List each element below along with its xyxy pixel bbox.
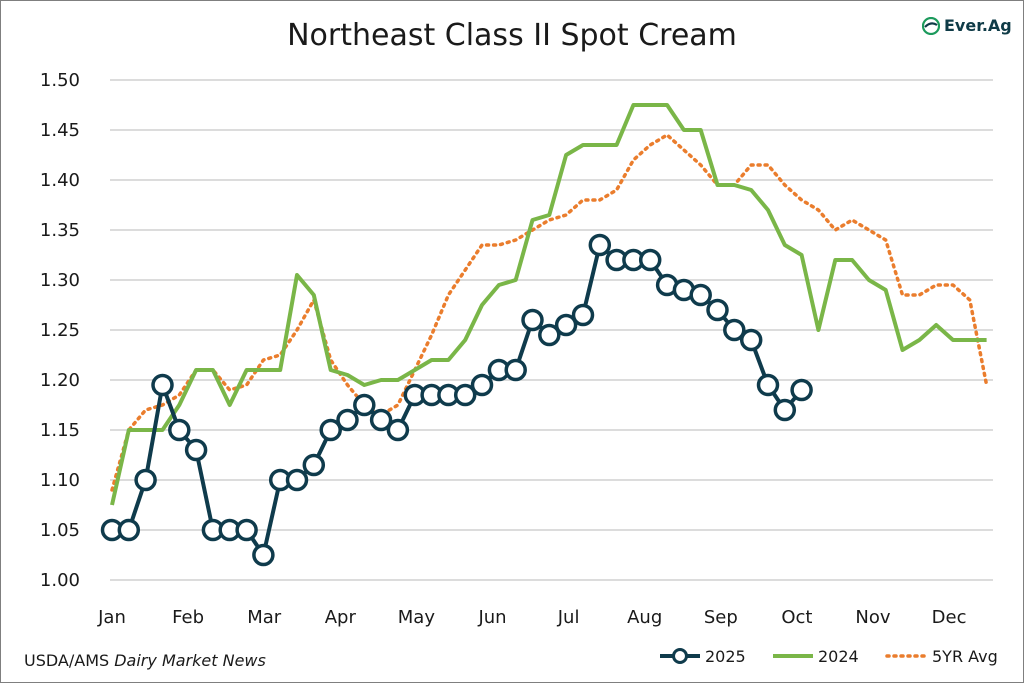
data-point-2025 [168, 418, 191, 442]
series-group [100, 103, 989, 567]
y-tick-label: 1.15 [40, 420, 80, 441]
data-point-2025 [504, 358, 527, 382]
x-tick-label: Aug [627, 607, 662, 628]
data-point-2025 [134, 468, 157, 492]
data-point-2025 [588, 233, 612, 257]
data-point-2025 [117, 518, 141, 542]
legend-2025-label: 2025 [705, 647, 746, 666]
data-point-2025 [723, 318, 746, 342]
x-tick-label: Oct [781, 607, 812, 628]
y-tick-label: 1.40 [40, 170, 80, 191]
data-point-2025 [386, 418, 410, 442]
x-tick-label: Apr [325, 607, 357, 628]
legend: 2025 2024 5YR Avg [660, 647, 998, 666]
data-point-2025 [453, 383, 477, 407]
data-point-2025 [538, 323, 561, 347]
data-point-2025 [689, 283, 712, 307]
data-point-2025 [252, 543, 275, 567]
y-tick-label: 1.50 [40, 70, 80, 91]
data-point-2025 [571, 303, 595, 327]
ever-ag-logo: Ever.Ag [922, 16, 1012, 35]
x-tick-label: Sep [704, 607, 738, 628]
source-prefix: USDA/AMS [24, 651, 115, 670]
data-point-2025 [739, 328, 763, 352]
y-tick-label: 1.00 [40, 570, 80, 591]
y-tick-label: 1.05 [40, 520, 80, 541]
data-point-2025 [369, 408, 393, 432]
data-point-2025 [470, 373, 494, 397]
data-point-2025 [235, 518, 258, 542]
data-point-2025 [773, 398, 797, 422]
x-tick-label: Jul [557, 607, 580, 628]
y-tick-label: 1.30 [40, 270, 80, 291]
source-publication: Dairy Market News [114, 651, 266, 670]
x-tick-label: Dec [932, 607, 967, 628]
y-tick-label: 1.10 [40, 470, 80, 491]
data-point-2025 [554, 313, 578, 337]
x-tick-label: Nov [855, 607, 890, 628]
data-point-2025 [285, 468, 309, 492]
series-line-2024 [110, 103, 987, 506]
x-tick-label: Mar [247, 607, 282, 628]
data-point-2025 [151, 373, 174, 397]
x-axis-ticks: Jan Feb Mar Apr May Jun Jul Aug Sep Oct Nov Dec [97, 607, 966, 628]
y-tick-label: 1.35 [40, 220, 80, 241]
ever-ag-logo-icon [922, 16, 940, 35]
source-note: USDA/AMS Dairy Market News [24, 651, 266, 670]
legend-5yr-label: 5YR Avg [932, 647, 998, 666]
chart-title: Northeast Class II Spot Cream [287, 18, 737, 53]
logo-text: Ever.Ag [944, 16, 1012, 35]
x-tick-label: Jun [477, 607, 506, 628]
y-tick-label: 1.25 [40, 320, 80, 341]
data-point-2025 [336, 408, 359, 432]
data-point-2025 [302, 453, 326, 477]
y-tick-label: 1.45 [40, 120, 80, 141]
data-point-2025 [521, 308, 544, 332]
series-line-5yr-avg [110, 133, 989, 492]
x-tick-label: Jan [97, 607, 126, 628]
data-point-2025 [706, 298, 729, 322]
legend-2024-label: 2024 [818, 647, 859, 666]
x-tick-label: May [398, 607, 436, 628]
legend-2025-marker [672, 648, 688, 664]
y-axis-ticks: 1.00 1.05 1.10 1.15 1.20 1.25 1.30 1.35 1.40 1.45… [40, 70, 80, 591]
data-point-2025 [756, 373, 780, 397]
data-point-2025 [353, 393, 376, 417]
data-point-2025 [184, 438, 208, 462]
y-tick-label: 1.20 [40, 370, 80, 391]
x-tick-label: Feb [172, 607, 204, 628]
data-point-2025 [638, 248, 662, 272]
data-point-2025 [790, 378, 813, 402]
data-point-2025 [319, 418, 342, 442]
